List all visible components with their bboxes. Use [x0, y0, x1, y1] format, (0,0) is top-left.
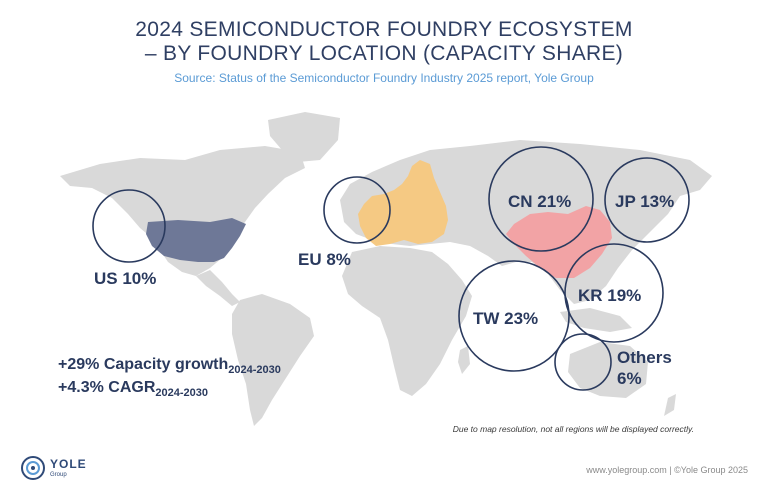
eu-region	[358, 160, 448, 246]
yole-logo[interactable]: YOLE Group	[20, 455, 86, 486]
page-title: 2024 SEMICONDUCTOR FOUNDRY ECOSYSTEM – B…	[0, 18, 768, 66]
tw-label: TW 23%	[473, 309, 539, 328]
others-label-line2: 6%	[617, 369, 642, 388]
tw-circle	[458, 260, 570, 372]
kr-circle	[564, 243, 664, 343]
others-label: Others 6%	[617, 347, 672, 389]
africa	[342, 246, 472, 396]
others-circle	[554, 333, 612, 391]
title-line-2: – BY FOUNDRY LOCATION (CAPACITY SHARE)	[144, 42, 624, 65]
china-region	[506, 206, 612, 278]
jp-label: JP 13%	[615, 192, 675, 211]
new-zealand	[664, 394, 676, 416]
north-america	[60, 146, 305, 276]
region-circles	[92, 146, 690, 391]
yole-logo-icon	[21, 456, 45, 480]
kr-label: KR 19%	[578, 286, 642, 305]
others-label-line1: Others	[617, 348, 672, 367]
capacity-growth-stat: +29% Capacity growth2024-2030	[58, 356, 281, 376]
southeast-asia-islands	[560, 308, 632, 332]
jp-circle	[604, 157, 690, 243]
us-region	[146, 218, 246, 262]
cn-label: CN 21%	[508, 192, 572, 211]
australia	[568, 342, 648, 398]
us-label: US 10%	[94, 269, 157, 288]
us-circle	[92, 189, 166, 263]
central-america	[196, 270, 240, 306]
cagr-main: +4.3% CAGR	[58, 379, 156, 396]
cn-circle	[488, 146, 594, 252]
capacity-growth-period: 2024-2030	[228, 364, 281, 376]
title-line-1: 2024 SEMICONDUCTOR FOUNDRY ECOSYSTEM	[135, 18, 633, 41]
greenland	[268, 112, 340, 162]
source-text: Source: Status of the Semiconductor Foun…	[174, 71, 594, 85]
footer-text: www.yolegroup.com | ©Yole Group 2025	[586, 465, 748, 475]
logo-subtext: Group	[50, 472, 67, 478]
logo-wordmark: YOLE	[50, 457, 87, 471]
cagr-stat: +4.3% CAGR2024-2030	[58, 379, 208, 399]
cagr-period: 2024-2030	[155, 387, 208, 399]
eu-label: EU 8%	[298, 250, 351, 269]
madagascar	[458, 346, 470, 374]
eu-circle	[323, 176, 391, 244]
resolution-note: Due to map resolution, not all regions w…	[452, 424, 694, 434]
capacity-growth-main: +29% Capacity growth	[58, 356, 229, 373]
south-america	[232, 294, 314, 426]
